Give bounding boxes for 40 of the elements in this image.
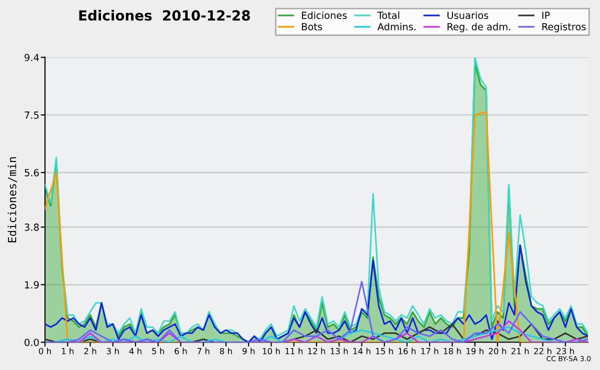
y-tick-label: 5.6 (24, 169, 39, 176)
x-tick-label: 10 h (262, 348, 280, 354)
x-tick-label: 19 h (466, 348, 484, 354)
x-tick-label: 22 h (534, 348, 552, 354)
x-tick-label: 0 h (38, 348, 51, 354)
x-tick-label: 3 h (106, 348, 119, 354)
x-tick-label: 18 h (444, 348, 461, 354)
y-tick-label: 0.0 (24, 338, 39, 346)
x-tick-label: 5 h (152, 348, 164, 354)
x-tick-label: 14 h (353, 348, 370, 354)
x-tick-label: 12 h (308, 348, 326, 354)
y-tick-label: 1.9 (25, 281, 39, 288)
legend-label: Ediciones (302, 11, 347, 20)
y-tick-label: 3.8 (24, 224, 39, 231)
chart-title: Ediciones 2010-12-28 (79, 10, 250, 21)
x-tick-label: 11 h (286, 348, 302, 354)
legend-label: Registros (542, 22, 586, 32)
x-tick-label: 6 h (174, 348, 187, 354)
legend-label: Reg. de adm. (448, 22, 510, 32)
x-tick-label: 9 h (242, 348, 255, 354)
y-tick-label: 7.5 (24, 112, 39, 119)
x-tick-label: 15 h (376, 348, 393, 354)
x-tick-label: 16 h (398, 348, 416, 354)
x-tick-label: 8 h (220, 348, 232, 354)
x-tick-label: 1 h (62, 348, 74, 354)
x-tick-label: 21 h (511, 348, 529, 354)
legend-label: IP (542, 12, 550, 19)
x-tick-label: 7 h (197, 348, 210, 354)
x-tick-label: 17 h (421, 348, 438, 354)
x-tick-label: 23 h (556, 348, 574, 354)
y-axis-title: Ediciones/min (8, 157, 18, 242)
legend-label: Admins. (377, 22, 416, 30)
x-tick-label: 2 h (84, 348, 96, 354)
legend-label: Bots (302, 23, 322, 30)
legend-label: Total (377, 11, 400, 20)
legend-label: Usuarios (448, 11, 488, 20)
y-tick-label: 9.4 (24, 54, 39, 62)
x-tick-label: 13 h (330, 348, 348, 354)
x-tick-label: 20 h (488, 348, 506, 354)
x-tick-label: 4 h (129, 348, 142, 354)
